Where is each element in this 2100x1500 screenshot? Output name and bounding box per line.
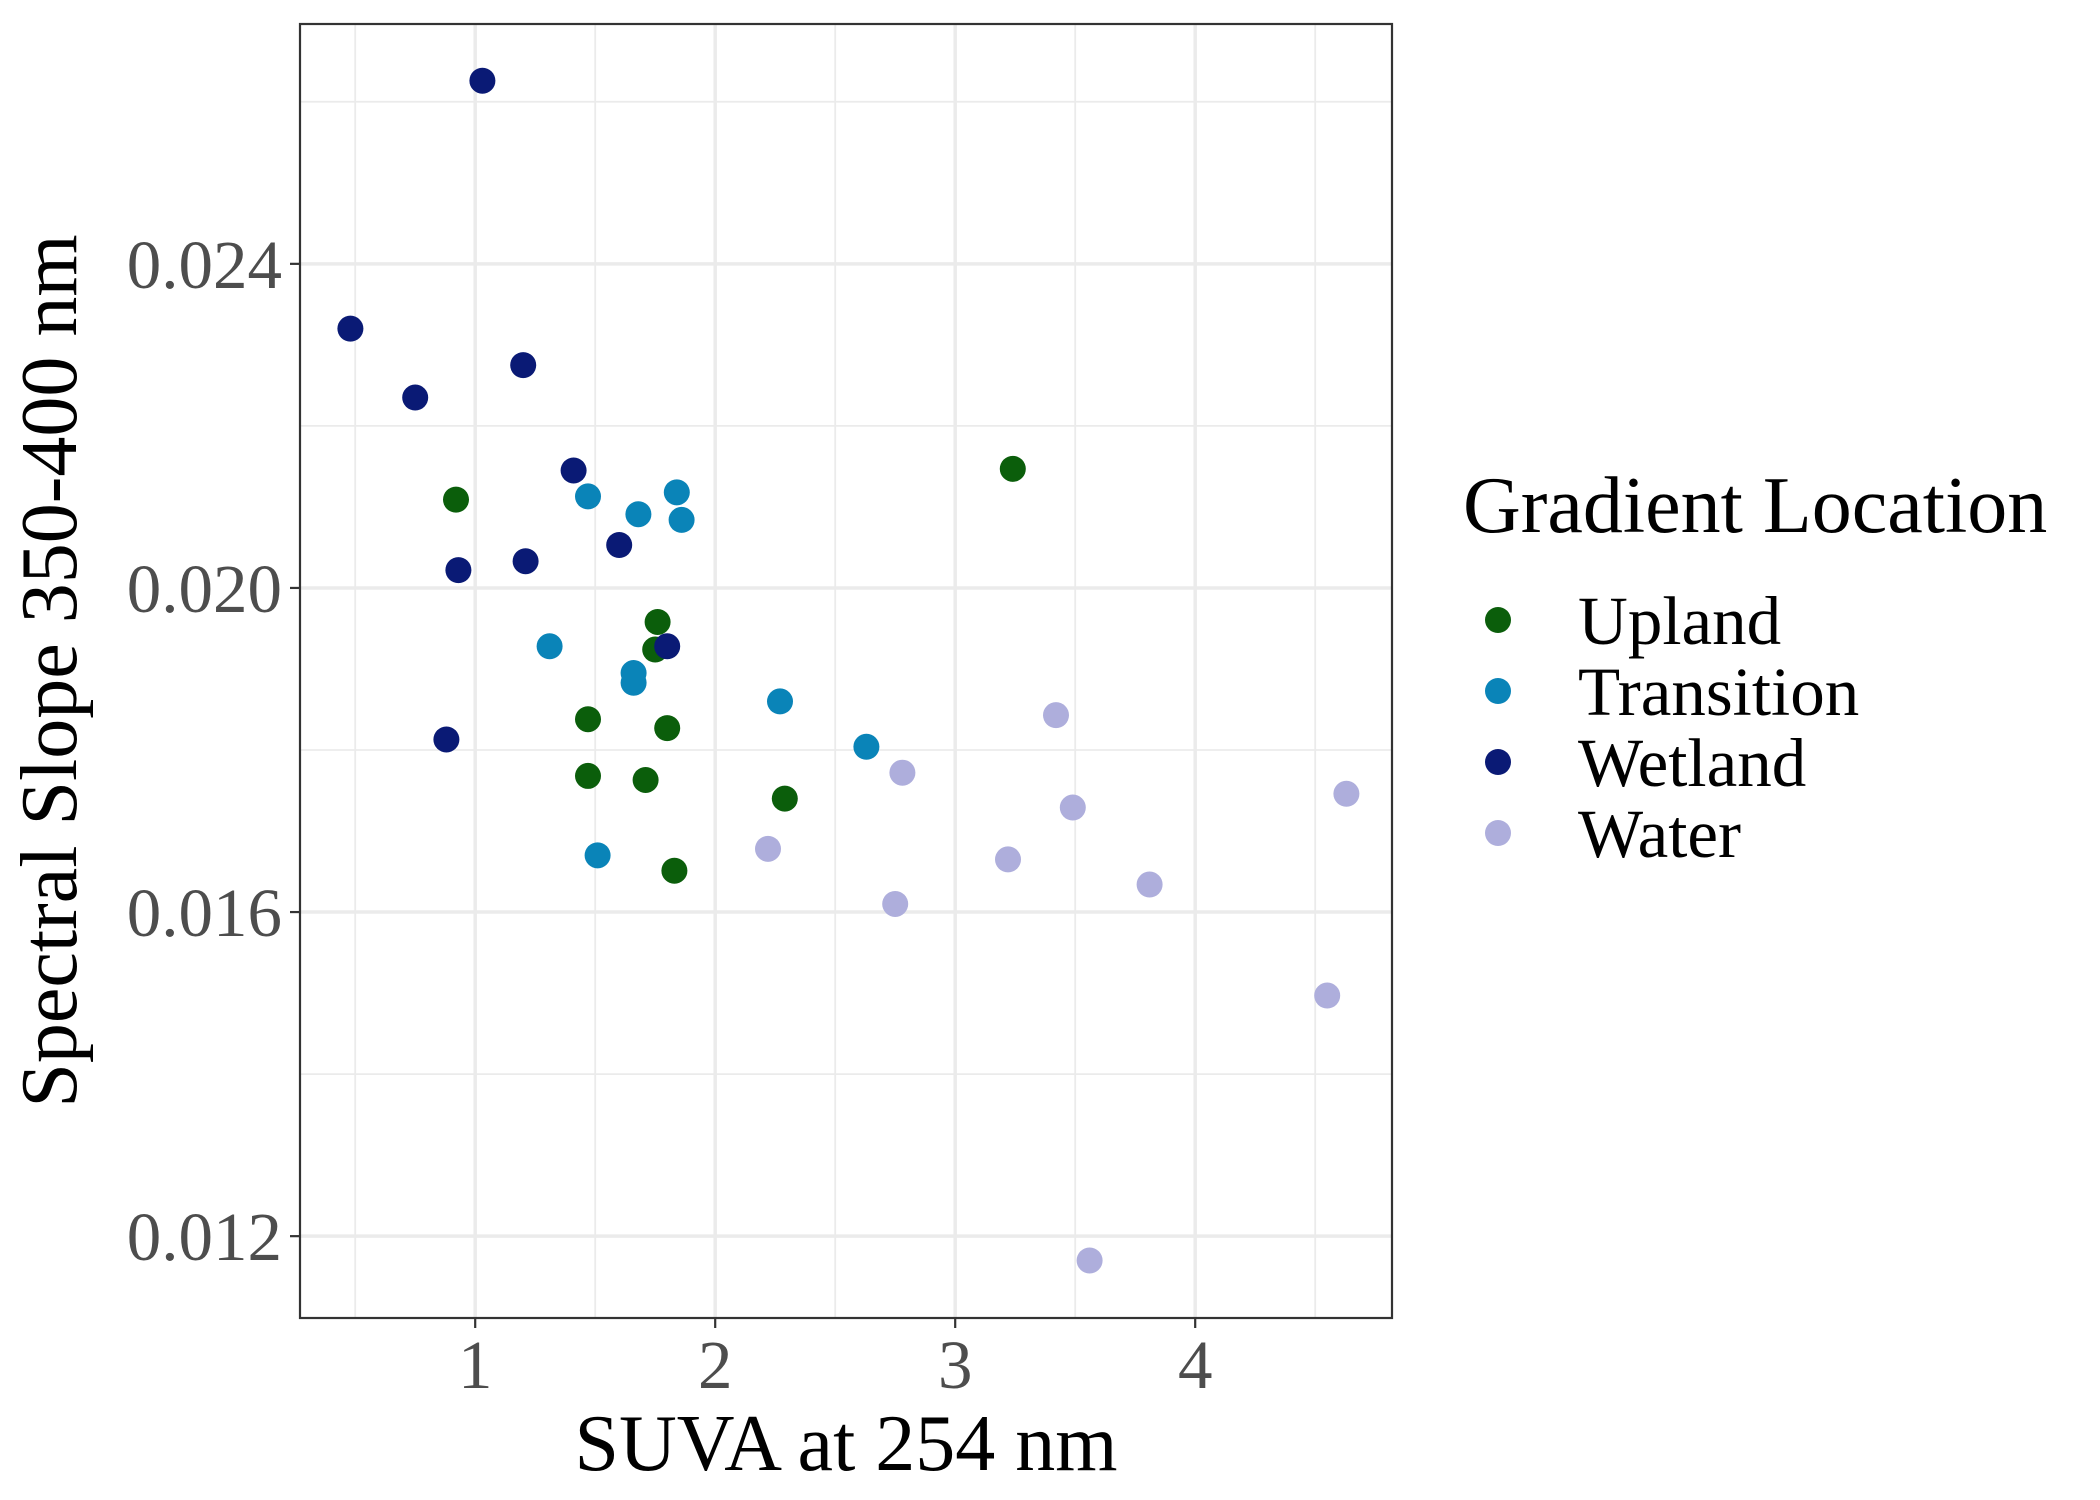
data-point-water: [1136, 871, 1163, 898]
data-point-upland: [999, 455, 1026, 482]
data-point-water: [1076, 1247, 1103, 1274]
data-point-transition: [620, 660, 647, 687]
data-point-water: [1333, 780, 1360, 807]
x-tick-label: 3: [938, 1327, 973, 1403]
y-tick-label: 0.024: [127, 227, 282, 303]
points-layer: [337, 67, 1360, 1274]
data-point-water: [1314, 982, 1341, 1009]
data-point-wetland: [469, 67, 496, 94]
legend-key-water: [1485, 820, 1511, 846]
data-point-wetland: [510, 352, 537, 379]
y-axis-title: Spectral Slope 350-400 nm: [6, 234, 94, 1107]
data-point-transition: [625, 501, 652, 528]
data-point-transition: [767, 688, 793, 715]
panel-border: [298, 22, 1394, 1320]
data-point-wetland: [654, 633, 681, 660]
x-axis-title: SUVA at 254 nm: [574, 1400, 1117, 1488]
legend-key-transition: [1485, 678, 1511, 704]
data-point-upland: [661, 857, 688, 884]
x-tick-label: 2: [698, 1327, 733, 1403]
data-point-wetland: [433, 726, 460, 753]
x-tick-label: 4: [1178, 1327, 1213, 1403]
data-point-upland: [575, 762, 601, 789]
x-tick-label: 1: [458, 1327, 493, 1403]
data-point-transition: [853, 733, 880, 760]
legend-label-wetland: Wetland: [1578, 725, 1806, 801]
axis-ticks: 1 2 3 4 0.012 0.016 0.020 0.024: [127, 227, 1213, 1403]
data-point-upland: [654, 715, 681, 742]
data-point-wetland: [606, 532, 633, 559]
data-point-transition: [668, 506, 695, 533]
y-tick-label: 0.012: [127, 1199, 282, 1275]
data-point-wetland: [560, 457, 587, 484]
data-point-wetland: [337, 315, 364, 342]
legend-label-transition: Transition: [1578, 654, 1859, 730]
data-point-wetland: [402, 384, 429, 411]
data-point-transition: [663, 479, 690, 506]
legend: Gradient Location UplandTransitionWetlan…: [1463, 462, 2047, 872]
data-point-water: [755, 835, 781, 862]
data-point-water: [995, 846, 1021, 873]
data-point-wetland: [445, 557, 472, 584]
data-point-upland: [575, 706, 601, 733]
legend-key-upland: [1485, 607, 1511, 633]
data-point-upland: [632, 766, 659, 793]
data-point-upland: [644, 608, 671, 635]
data-point-upland: [443, 486, 469, 513]
legend-label-water: Water: [1578, 796, 1741, 872]
legend-label-upland: Upland: [1578, 583, 1781, 659]
y-tick-label: 0.016: [127, 875, 282, 951]
data-point-wetland: [512, 548, 539, 575]
legend-title: Gradient Location: [1463, 462, 2047, 550]
data-point-water: [1059, 794, 1086, 821]
data-point-transition: [584, 842, 611, 869]
data-point-transition: [536, 633, 563, 660]
data-point-transition: [575, 483, 601, 510]
data-point-water: [882, 890, 909, 917]
data-point-water: [889, 759, 916, 786]
data-point-water: [1043, 702, 1069, 729]
grid-layer: [300, 24, 1392, 1318]
y-tick-label: 0.020: [127, 551, 282, 627]
data-point-upland: [771, 785, 798, 812]
legend-key-wetland: [1485, 749, 1511, 775]
